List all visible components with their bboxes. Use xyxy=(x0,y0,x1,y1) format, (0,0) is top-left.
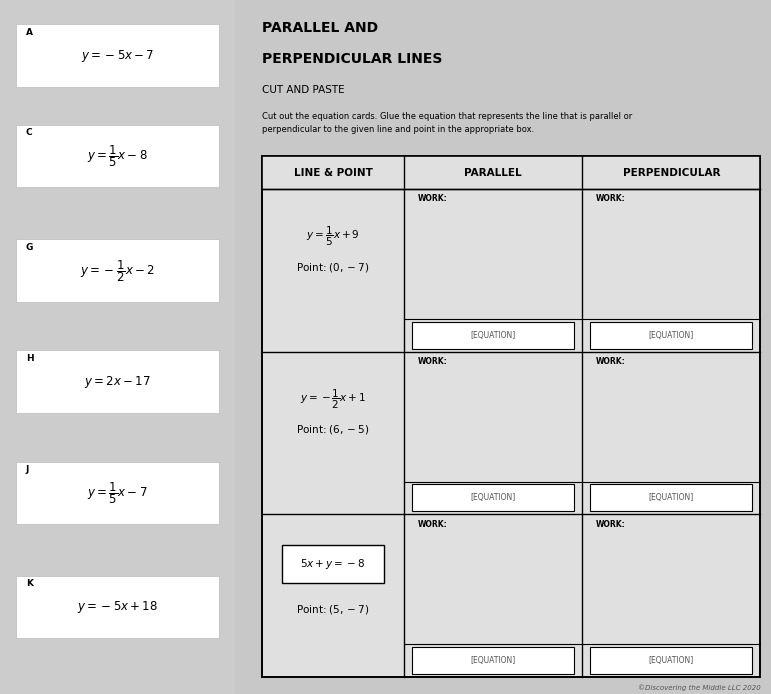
Text: K: K xyxy=(26,579,33,589)
Bar xyxy=(591,322,752,349)
Text: PERPENDICULAR: PERPENDICULAR xyxy=(622,167,720,178)
Text: Point: $(6, -5)$: Point: $(6, -5)$ xyxy=(296,423,369,437)
Text: [EQUATION]: [EQUATION] xyxy=(648,331,694,340)
Bar xyxy=(591,647,752,674)
Text: [EQUATION]: [EQUATION] xyxy=(648,493,694,502)
Text: $5x + y = -8$: $5x + y = -8$ xyxy=(301,557,365,570)
Bar xyxy=(16,576,219,638)
Text: WORK:: WORK: xyxy=(417,520,447,529)
Text: $y = \dfrac{1}{5}x + 9$: $y = \dfrac{1}{5}x + 9$ xyxy=(306,225,360,248)
Text: $y = \dfrac{1}{5}x - 7$: $y = \dfrac{1}{5}x - 7$ xyxy=(87,480,148,506)
Bar xyxy=(412,647,574,674)
Bar xyxy=(412,484,574,511)
Text: WORK:: WORK: xyxy=(596,520,625,529)
Text: J: J xyxy=(26,465,29,474)
Text: WORK:: WORK: xyxy=(417,194,447,203)
Text: WORK:: WORK: xyxy=(596,194,625,203)
Text: $y = -5x - 7$: $y = -5x - 7$ xyxy=(81,47,154,64)
Text: PARALLEL AND: PARALLEL AND xyxy=(262,21,378,35)
Bar xyxy=(16,239,219,302)
Text: $y = -\dfrac{1}{2}x - 2$: $y = -\dfrac{1}{2}x - 2$ xyxy=(80,257,155,284)
Bar xyxy=(16,125,219,187)
Text: $y = -\dfrac{1}{2}x + 1$: $y = -\dfrac{1}{2}x + 1$ xyxy=(300,387,366,411)
Text: C: C xyxy=(26,128,32,137)
Text: Point: $(5, -7)$: Point: $(5, -7)$ xyxy=(296,603,369,616)
Text: CUT AND PASTE: CUT AND PASTE xyxy=(262,85,345,94)
Text: [EQUATION]: [EQUATION] xyxy=(470,656,516,665)
Text: G: G xyxy=(26,243,33,252)
Bar xyxy=(16,462,219,524)
Bar xyxy=(282,545,384,583)
Text: ©Discovering the Middle LLC 2020: ©Discovering the Middle LLC 2020 xyxy=(638,684,760,691)
Text: $y = -5x + 18$: $y = -5x + 18$ xyxy=(77,599,158,616)
Text: [EQUATION]: [EQUATION] xyxy=(470,331,516,340)
Text: Point: $(0, -7)$: Point: $(0, -7)$ xyxy=(296,261,369,274)
Bar xyxy=(591,484,752,511)
Text: LINE & POINT: LINE & POINT xyxy=(294,167,372,178)
Bar xyxy=(16,350,219,413)
Text: $y = \dfrac{1}{5}x - 8$: $y = \dfrac{1}{5}x - 8$ xyxy=(87,143,148,169)
Text: PARALLEL: PARALLEL xyxy=(464,167,522,178)
Bar xyxy=(412,322,574,349)
Text: Cut out the equation cards. Glue the equation that represents the line that is p: Cut out the equation cards. Glue the equ… xyxy=(262,112,632,134)
Text: PERPENDICULAR LINES: PERPENDICULAR LINES xyxy=(262,52,443,66)
Text: WORK:: WORK: xyxy=(596,357,625,366)
Text: [EQUATION]: [EQUATION] xyxy=(648,656,694,665)
Text: WORK:: WORK: xyxy=(417,357,447,366)
Bar xyxy=(262,156,760,189)
Text: $y = 2x - 17$: $y = 2x - 17$ xyxy=(84,373,151,390)
Bar xyxy=(16,24,219,87)
Text: A: A xyxy=(26,28,33,37)
Text: H: H xyxy=(26,354,33,363)
Bar xyxy=(262,156,760,677)
Text: [EQUATION]: [EQUATION] xyxy=(470,493,516,502)
